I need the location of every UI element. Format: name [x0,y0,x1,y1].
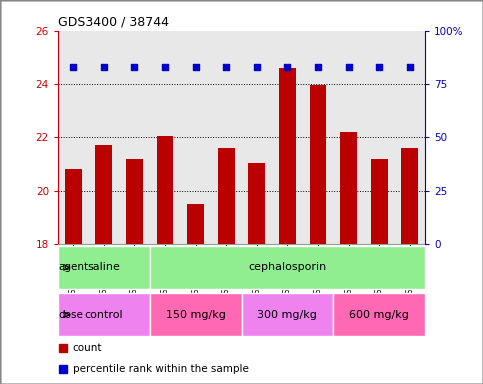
Bar [150,293,242,336]
Bar [156,136,173,244]
Point [314,64,322,70]
Bar [58,293,150,336]
Bar [279,68,296,244]
Bar [401,148,418,244]
Text: 150 mg/kg: 150 mg/kg [166,310,226,320]
Point [253,64,261,70]
Text: control: control [85,310,123,320]
Point [406,64,413,70]
Text: 300 mg/kg: 300 mg/kg [257,310,317,320]
Bar [187,204,204,244]
Point [345,64,353,70]
Bar [150,246,425,289]
Point [192,64,199,70]
Text: count: count [72,343,102,353]
Text: agent: agent [58,262,89,272]
Bar [340,132,357,244]
Text: cephalosporin: cephalosporin [248,262,327,272]
Text: 600 mg/kg: 600 mg/kg [349,310,409,320]
Point [161,64,169,70]
Bar [333,293,425,336]
Point [100,64,108,70]
Bar [242,293,333,336]
Point [375,64,383,70]
Point [130,64,138,70]
Text: saline: saline [87,262,120,272]
Text: dose: dose [58,310,84,320]
Point [70,64,77,70]
Bar [58,246,150,289]
Bar [96,145,112,244]
Text: GDS3400 / 38744: GDS3400 / 38744 [58,15,169,28]
Point [284,64,291,70]
Bar [126,159,143,244]
Text: percentile rank within the sample: percentile rank within the sample [72,364,249,374]
Bar [371,159,387,244]
Bar [65,169,82,244]
Bar [310,85,327,244]
Bar [248,162,265,244]
Bar [218,148,235,244]
Point [222,64,230,70]
